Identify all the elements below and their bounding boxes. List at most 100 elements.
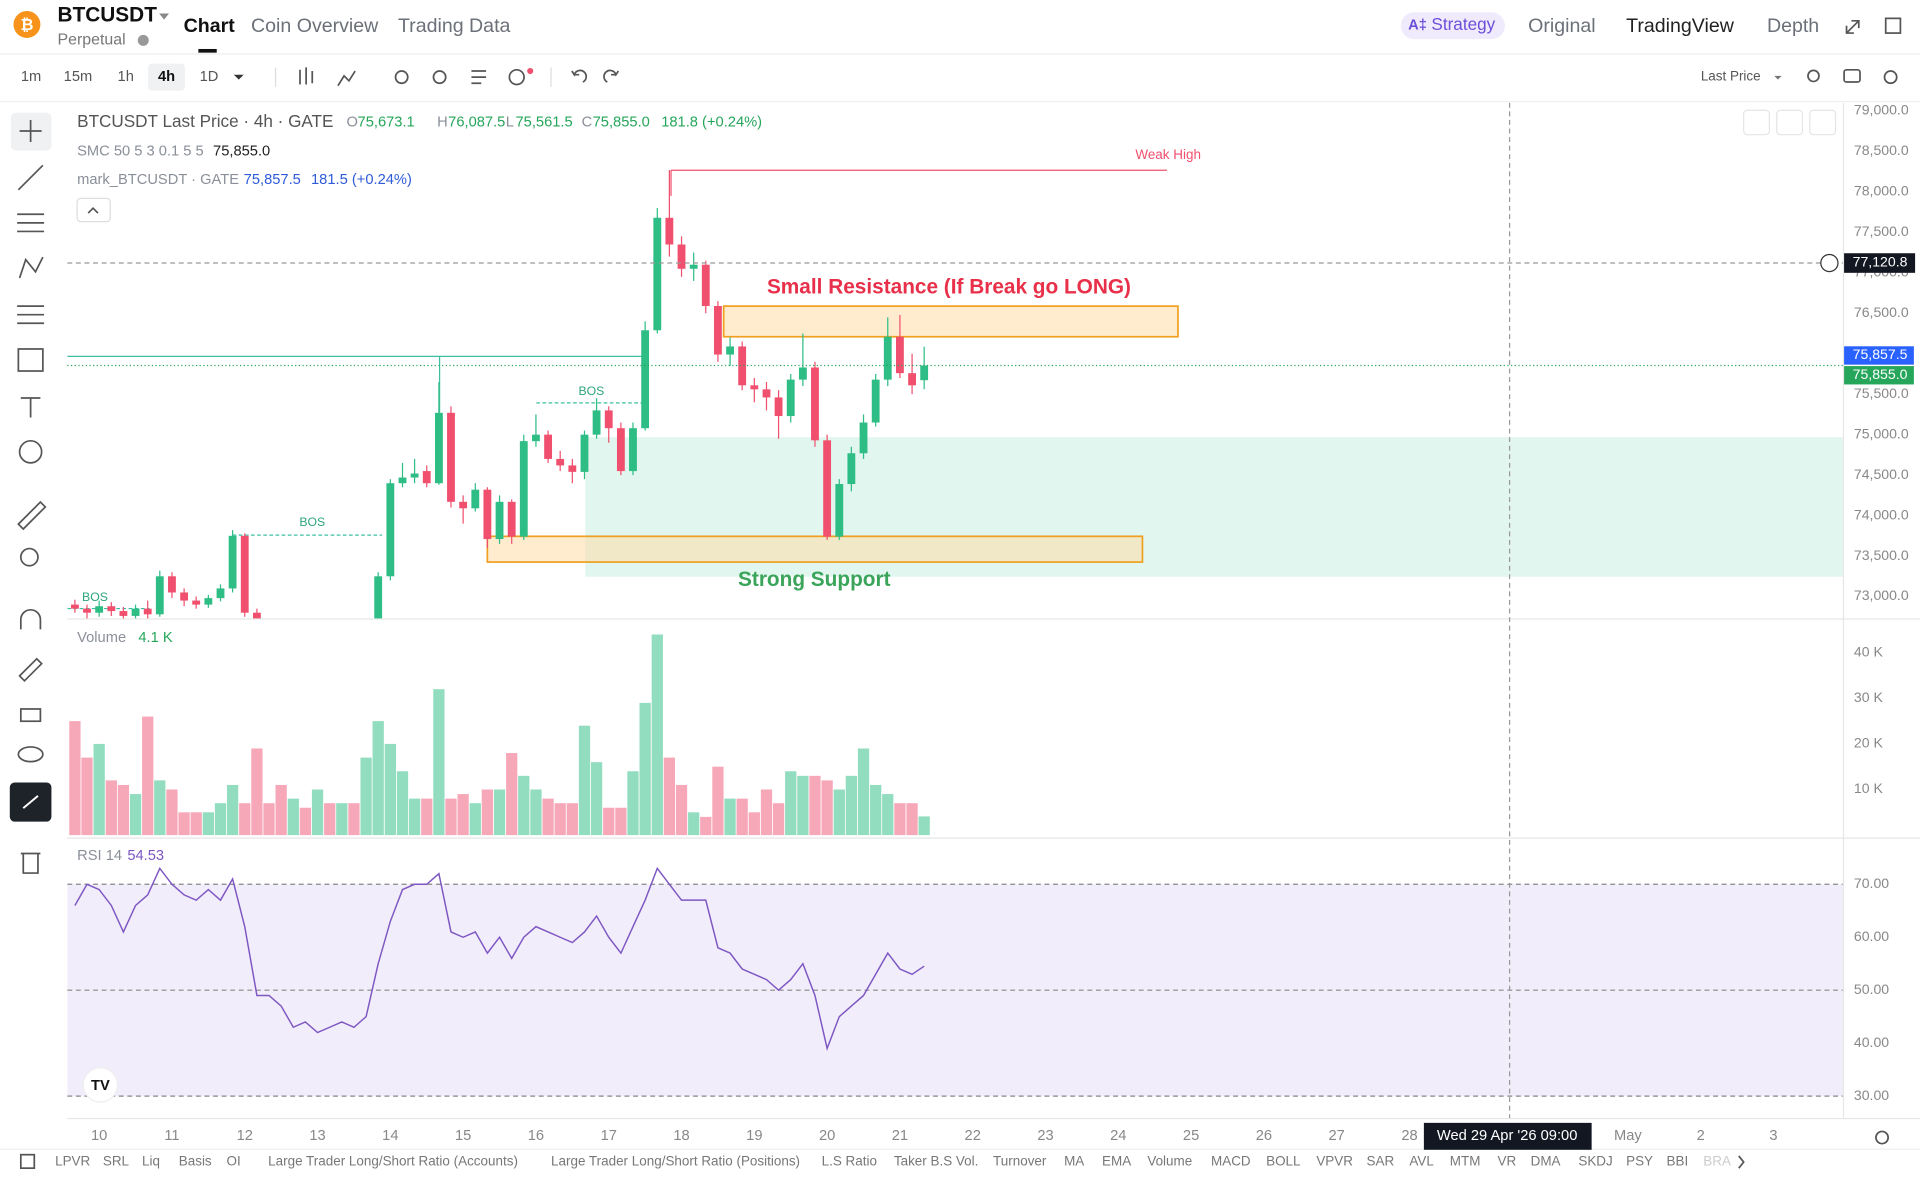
symbol[interactable]: BTCUSDT [58,3,158,26]
indicator-tab[interactable]: L.S Ratio [822,1154,877,1169]
interval[interactable]: 1D [200,69,219,85]
shape-tool[interactable] [17,348,44,372]
search-icon[interactable] [1807,69,1820,83]
axis-settings-icon[interactable] [1875,1130,1890,1145]
candle-body [798,367,807,380]
price-type[interactable]: Last Price [1701,69,1761,84]
indicator-tab[interactable]: AVL [1409,1154,1434,1169]
indicator-tab[interactable]: PSY [1626,1154,1653,1169]
indicator-tab[interactable]: MA [1064,1154,1084,1169]
ohlc-value: 75,561.5 [516,114,573,130]
indicator-tab[interactable]: Taker B.S Vol. [894,1154,978,1169]
link-tool[interactable] [22,795,39,809]
zoom-tool[interactable] [19,547,39,567]
indicator-tab[interactable]: SRL [103,1154,130,1169]
tab[interactable]: Trading Data [398,15,511,37]
tab[interactable]: Chart [184,15,236,37]
interval[interactable]: 1m [21,69,41,85]
interval[interactable]: 1h [118,69,134,85]
indicator-tab[interactable]: EMA [1102,1154,1131,1169]
x-tick-label: 12 [237,1128,253,1144]
lock-draw-tool[interactable] [18,657,43,683]
tab-underline [198,48,217,53]
indicator-tab[interactable]: OI [227,1154,241,1169]
interval[interactable]: 15m [64,69,93,85]
volume-bar [117,784,130,836]
indicator-tab[interactable]: Large Trader Long/Short Ratio (Positions… [551,1154,800,1169]
indicator-tab[interactable]: VPVR [1316,1154,1353,1169]
candle-body [240,535,249,613]
chart-button[interactable] [1809,109,1837,136]
drawing-toolbar [9,112,52,874]
candle-type-icon[interactable] [299,67,314,85]
scroll-right[interactable] [1738,1155,1745,1169]
indicator-tab[interactable]: SAR [1367,1154,1395,1169]
volume-bar [506,753,518,836]
indicator-tab[interactable]: DMA [1531,1154,1561,1169]
emoji-tool[interactable] [18,439,43,464]
indicator-tab[interactable]: BOLL [1266,1154,1301,1169]
interval-dropdown[interactable] [233,74,244,80]
indicator-bar: LPVR SRL Liq Basis OI Large Trader Long/Short… [55,1154,1731,1169]
ruler-tool[interactable] [17,500,47,531]
calendar-icon[interactable] [19,1153,36,1170]
tab[interactable]: Coin Overview [251,15,379,37]
interval[interactable]: 4h [158,69,175,85]
indicator-tab[interactable]: Large Trader Long/Short Ratio (Accounts) [268,1154,518,1169]
indicator-tab[interactable]: MACD [1211,1154,1251,1169]
price-type-dropdown[interactable] [1774,75,1782,80]
expand-icon[interactable] [1845,19,1860,34]
strategy-button[interactable]: Strategy [1431,14,1495,34]
lock-tool[interactable] [19,708,42,723]
view-tab[interactable]: Depth [1767,15,1819,37]
delete-tool[interactable] [20,852,41,874]
indicator-icon[interactable] [337,70,356,87]
template-icon[interactable] [471,70,487,85]
settings-icon[interactable] [1883,70,1898,85]
indicator-tab[interactable]: Liq [142,1154,160,1169]
redo-icon[interactable] [603,69,620,83]
add-icon[interactable] [508,68,525,86]
alert-icon[interactable] [394,70,409,85]
indicator-tab[interactable]: BBI [1667,1154,1689,1169]
view-tab[interactable]: TradingView [1626,15,1735,37]
replay-icon[interactable] [432,70,447,85]
indicator-tab[interactable]: VR [1498,1154,1517,1169]
text-tool[interactable] [20,397,41,418]
visibility-tool[interactable] [17,746,44,763]
indicator-tab[interactable]: Basis [179,1154,212,1169]
symbol-dropdown[interactable] [159,13,169,20]
rsi-value: 54.53 [127,848,164,864]
magnet-tool[interactable] [19,608,42,630]
indicator-tab[interactable]: MTM [1450,1154,1481,1169]
candle-body [314,643,322,649]
x-tick-label: 13 [309,1128,325,1144]
fib-tool[interactable] [17,305,45,325]
lines-tool[interactable] [17,213,45,233]
indicator-tab[interactable]: BRA [1703,1154,1731,1169]
window-icon[interactable] [1884,17,1902,34]
view-tab[interactable]: Original [1528,15,1595,37]
indicator-tab[interactable]: Volume [1147,1154,1192,1169]
chart-button[interactable] [1776,109,1804,136]
candle-body [338,641,346,647]
crosshair-tool[interactable] [19,120,42,143]
add-alert-button[interactable] [1820,253,1839,273]
price-plot [70,170,929,649]
chart-button[interactable] [1743,109,1770,136]
info-icon[interactable] [137,34,149,46]
undo-icon[interactable] [571,69,588,83]
y-tick-label: 40 K [1854,643,1884,659]
candle-body [95,606,104,613]
tv-logo[interactable] [82,1067,119,1103]
volume-bar [772,803,785,836]
indicator-tab[interactable]: Turnover [993,1154,1047,1169]
indicator-tab[interactable]: SKDJ [1578,1154,1612,1169]
camera-icon[interactable] [1843,68,1861,83]
strategy-pill[interactable] [1400,12,1505,40]
indicator-tab[interactable]: LPVR [55,1154,90,1169]
trendline-tool[interactable] [17,164,44,191]
pattern-tool[interactable] [18,256,44,279]
collapse-legend[interactable] [76,197,111,223]
